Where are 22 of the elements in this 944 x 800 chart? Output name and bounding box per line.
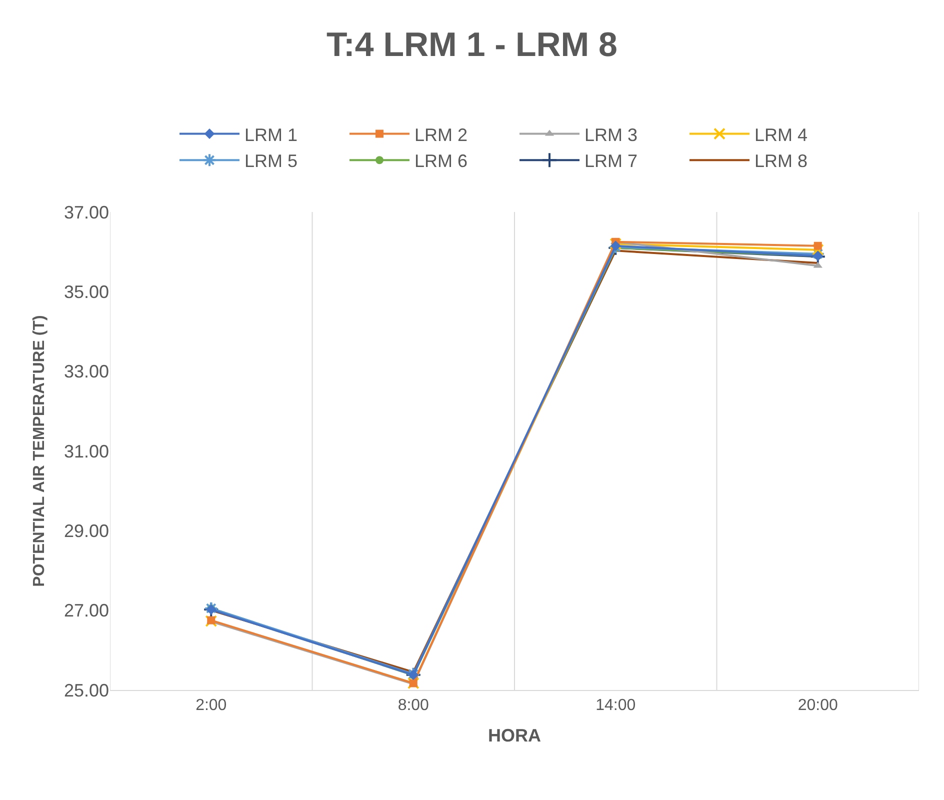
- x-axis-title: HORA: [488, 725, 541, 746]
- legend-label: LRM 8: [754, 151, 808, 172]
- legend-label: LRM 7: [584, 151, 638, 172]
- y-tick-label: 37.00: [64, 202, 109, 222]
- legend-label: LRM 1: [244, 124, 298, 145]
- y-tick-label: 25.00: [64, 680, 109, 700]
- legend-label: LRM 5: [244, 151, 298, 172]
- chart-title: T:4 LRM 1 - LRM 8: [326, 26, 618, 64]
- x-tick-label: 14:00: [596, 697, 636, 714]
- x-tick-label: 2:00: [196, 697, 227, 714]
- y-axis-title: POTENTIAL AIR TEMPERATURE (T): [30, 315, 48, 587]
- y-tick-label: 31.00: [64, 441, 109, 462]
- y-tick-label: 35.00: [64, 282, 109, 302]
- y-tick-label: 29.00: [64, 520, 109, 541]
- legend-label: LRM 4: [754, 124, 808, 145]
- legend-label: LRM 2: [414, 124, 468, 145]
- x-tick-label: 20:00: [798, 697, 838, 714]
- y-tick-label: 27.00: [64, 600, 109, 621]
- legend-label: LRM 3: [584, 124, 638, 145]
- x-tick-label: 8:00: [398, 697, 430, 714]
- legend-label: LRM 6: [414, 151, 468, 172]
- y-tick-label: 33.00: [64, 362, 109, 382]
